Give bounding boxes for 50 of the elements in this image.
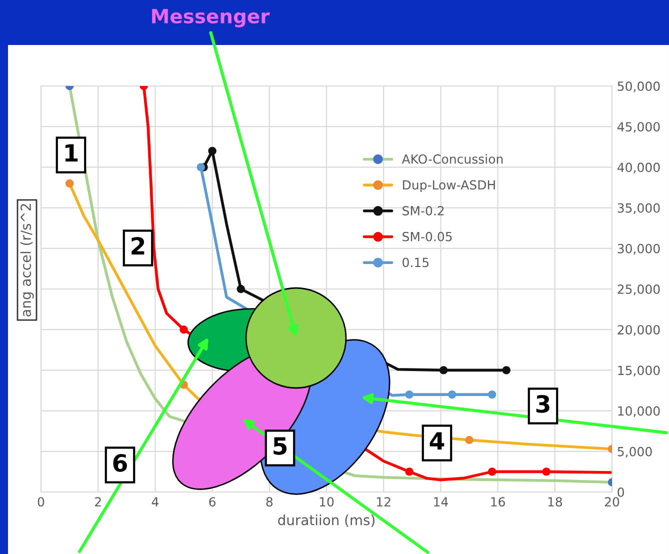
annotation: 5 xyxy=(274,437,287,455)
legend-label: SM-0.2 xyxy=(402,206,444,216)
point xyxy=(405,468,414,476)
point xyxy=(542,468,550,476)
annotation: 3 xyxy=(536,394,550,413)
x-tick-label: 14 xyxy=(434,497,448,506)
y-axis-title: ang accel (r/s^2 xyxy=(20,204,34,316)
point xyxy=(488,468,496,476)
y-tick-label: 25,000 xyxy=(618,284,660,296)
x-axis-title: duratiion (ms) xyxy=(278,514,374,527)
annotation: 2 xyxy=(132,236,144,255)
x-tick-label: 2 xyxy=(95,497,101,506)
x-tick-label: 18 xyxy=(548,497,562,507)
y-tick-label: 10,000 xyxy=(618,406,660,417)
point xyxy=(180,325,188,334)
y-tick-label: 0 xyxy=(618,487,624,497)
legend-label: AKO-Concussion xyxy=(402,154,503,164)
y-tick-label: 50,000 xyxy=(618,81,660,92)
point xyxy=(405,390,414,399)
x-tick-label: 4 xyxy=(152,497,158,506)
point xyxy=(208,146,216,156)
point xyxy=(65,179,74,188)
point xyxy=(465,436,474,444)
y-tick-label: 35,000 xyxy=(618,203,660,214)
x-tick-label: 12 xyxy=(377,497,390,506)
x-tick-label: 0 xyxy=(38,497,44,507)
x-tick-label: 10 xyxy=(320,497,334,507)
point xyxy=(448,390,456,399)
chart-title: Messenger xyxy=(152,9,270,28)
x-tick-label: 20 xyxy=(604,497,620,507)
y-tick-label: 45,000 xyxy=(617,122,660,133)
legend-label: SM-0.05 xyxy=(402,232,452,242)
annotation: 6 xyxy=(113,454,127,472)
x-tick-label: 8 xyxy=(266,497,273,507)
x-tick-label: 6 xyxy=(209,497,216,507)
point xyxy=(236,284,245,294)
point xyxy=(439,366,448,374)
annotation: 1 xyxy=(65,144,78,162)
point xyxy=(196,163,205,172)
y-tick-label: 30,000 xyxy=(618,244,660,255)
y-tick-label: 15,000 xyxy=(618,366,660,376)
y-tick-label: 20,000 xyxy=(618,325,660,336)
point xyxy=(502,366,510,374)
y-tick-label: 5,000 xyxy=(618,446,652,458)
y-tick-label: 40,000 xyxy=(617,162,660,174)
legend-label: Dup-Low-ASDH xyxy=(402,180,495,192)
point xyxy=(488,390,496,399)
x-tick-label: 16 xyxy=(491,497,505,507)
legend-label: 0.15 xyxy=(402,258,429,268)
annotation: 4 xyxy=(430,432,444,450)
